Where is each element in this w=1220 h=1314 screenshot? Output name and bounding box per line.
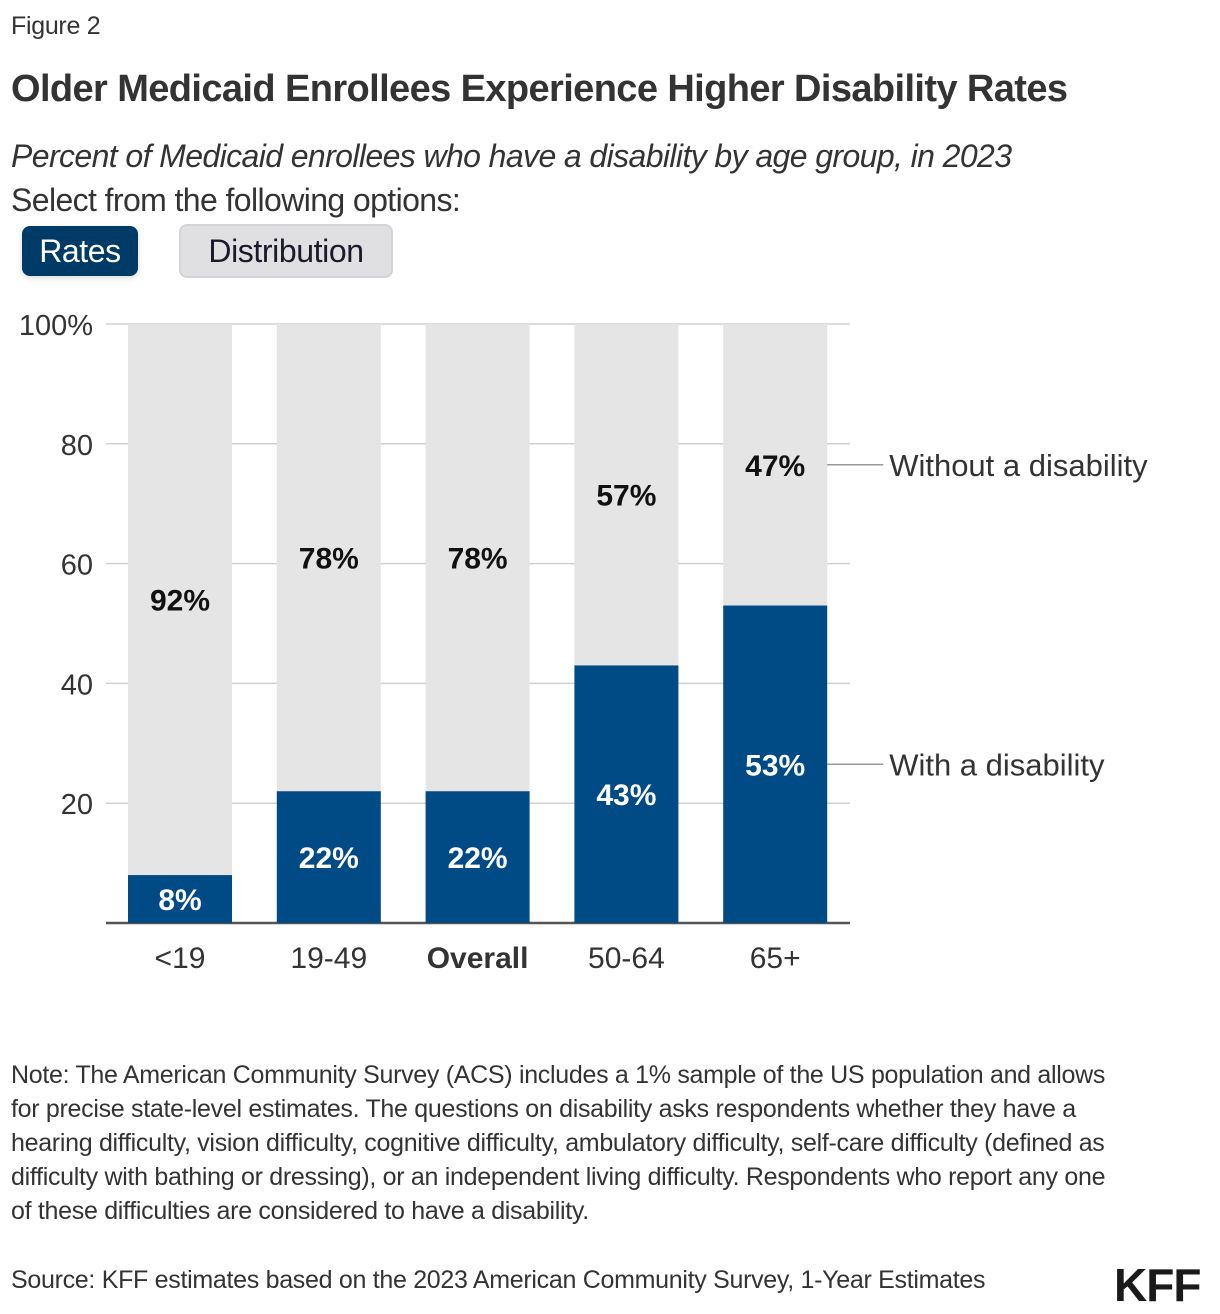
data-label-with-disability: 53% (745, 749, 805, 782)
data-label-without-disability: 57% (596, 480, 656, 513)
options-prompt: Select from the following options: (11, 182, 461, 218)
bar-without-disability (723, 324, 828, 606)
data-label-with-disability: 8% (158, 884, 201, 917)
x-tick-label: Overall (427, 942, 529, 975)
data-label-without-disability: 92% (150, 585, 210, 618)
bar-with-disability (425, 791, 530, 923)
x-tick-label: 65+ (750, 942, 801, 975)
data-labels: 8% 92% 22% 78% 22% 78% 43% 57% 53% 47% (150, 450, 805, 917)
bar-with-disability (574, 665, 679, 923)
bars (128, 324, 828, 923)
data-label-without-disability: 47% (745, 450, 805, 483)
data-label-without-disability: 78% (448, 543, 508, 576)
chart-title: Older Medicaid Enrollees Experience High… (11, 68, 1068, 110)
x-tick-label: 19-49 (290, 942, 367, 975)
x-tick-label: 50-64 (588, 942, 665, 975)
bar-with-disability (723, 605, 828, 923)
bar-without-disability (276, 324, 381, 792)
distribution-toggle-button[interactable]: Distribution (179, 224, 393, 278)
bar-with-disability (128, 875, 232, 923)
x-tick-label: <19 (155, 942, 206, 975)
bar-without-disability (128, 324, 232, 876)
data-label-with-disability: 43% (596, 779, 656, 812)
legend-with-disability: With a disability (889, 747, 1105, 782)
data-label-with-disability: 22% (448, 842, 508, 875)
bar-without-disability (425, 324, 530, 792)
chart-subtitle: Percent of Medicaid enrollees who have a… (11, 138, 1012, 174)
bar-with-disability (276, 791, 381, 923)
legend-without-disability: Without a disability (889, 448, 1148, 483)
rates-toggle-button[interactable]: Rates (22, 226, 138, 276)
y-tick-label: 80 (61, 430, 93, 462)
y-axis-labels: 20 40 60 80 100% (19, 310, 93, 821)
figure-label: Figure 2 (11, 12, 101, 40)
y-tick-label: 20 (61, 789, 93, 821)
chart-note: Note: The American Community Survey (ACS… (11, 1061, 1106, 1225)
stacked-bar-chart: 20 40 60 80 100% 8% 92% 22% 78% 22% 78% 43% 57% 53% 4… (19, 310, 1148, 975)
data-label-with-disability: 22% (299, 842, 359, 875)
y-tick-label: 60 (61, 550, 93, 582)
kff-logo: KFF (1114, 1259, 1201, 1311)
y-tick-label: 40 (61, 669, 93, 701)
x-axis-labels: <19 19-49 Overall 50-64 65+ (155, 942, 801, 975)
y-tick-label: 100% (19, 310, 93, 342)
chart-source: Source: KFF estimates based on the 2023 … (11, 1266, 986, 1294)
data-label-without-disability: 78% (299, 543, 359, 576)
legend: Without a disability With a disability (827, 448, 1148, 782)
bar-without-disability (574, 324, 679, 666)
